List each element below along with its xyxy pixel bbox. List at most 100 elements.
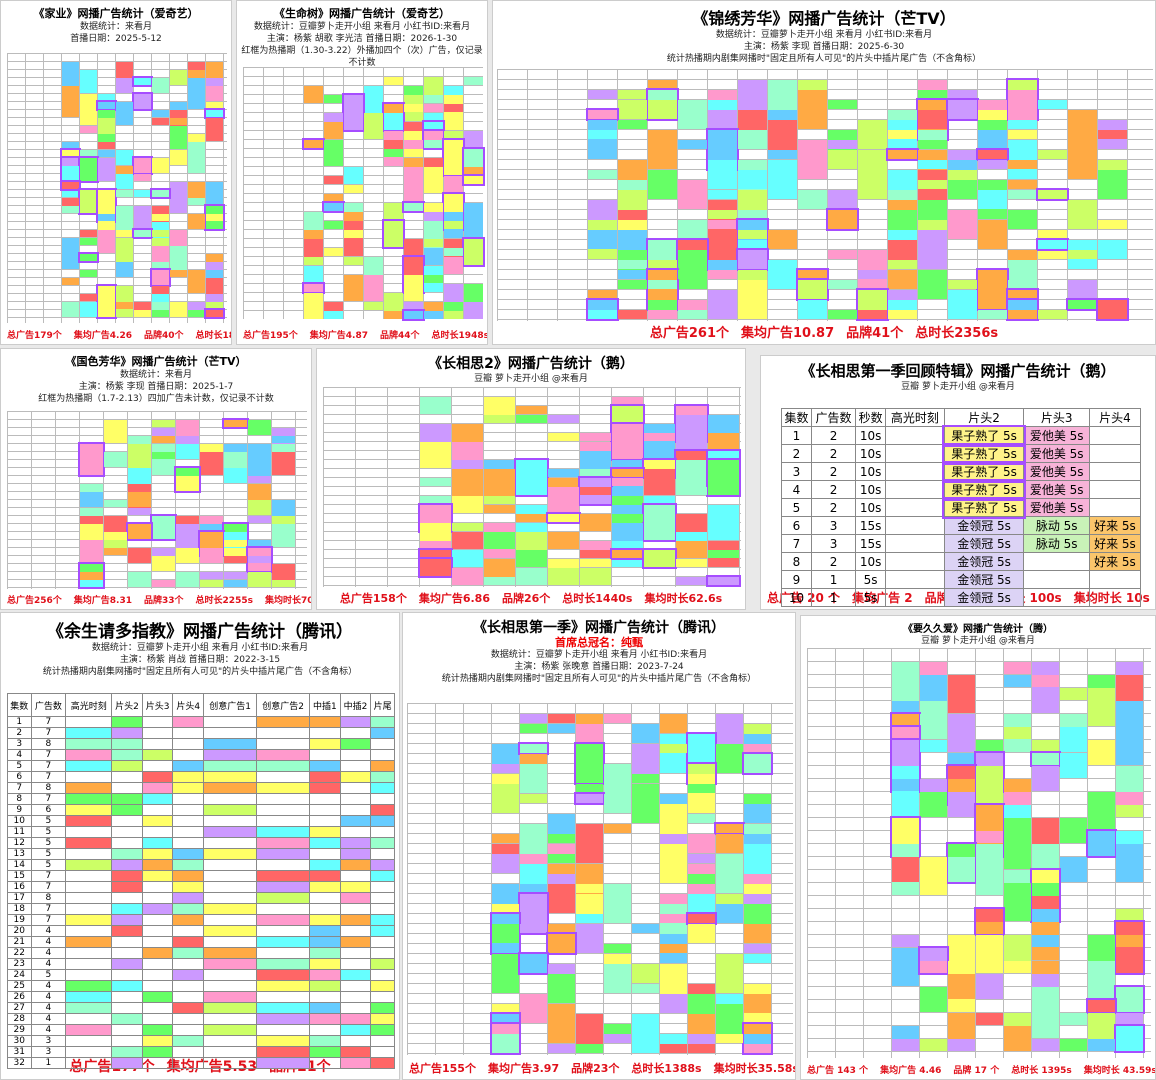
- table-cell: 3: [810, 516, 857, 535]
- table-cell: [111, 1057, 143, 1069]
- ad-block: [580, 469, 611, 477]
- table-cell: [172, 881, 205, 893]
- table-cell: [309, 760, 341, 772]
- table-cell: [370, 738, 395, 750]
- table-cell: 果子熟了 5s: [942, 442, 1026, 465]
- table-cell: [309, 727, 341, 739]
- table-row: 18 7: [7, 903, 395, 915]
- ad-block: [80, 150, 97, 157]
- table-cell: 5: [30, 815, 67, 827]
- title-text: 《长相思2》网播广告统计: [428, 356, 592, 372]
- ad-block: [768, 260, 797, 289]
- ad-block: [150, 188, 171, 199]
- ad-block: [588, 290, 617, 299]
- ad-block: [660, 734, 687, 773]
- ad-block: [1116, 844, 1143, 882]
- table-cell: [111, 1035, 143, 1047]
- ad-block: [514, 458, 549, 497]
- ad-block: [170, 246, 187, 277]
- panel-title: 《锦绣芳华》网播广告统计（芒TV）: [493, 1, 1155, 29]
- ad-block: [248, 572, 271, 587]
- ad-block: [660, 744, 687, 753]
- table-cell: [309, 837, 341, 849]
- table-cell: [141, 1046, 174, 1058]
- ad-block: [618, 100, 647, 119]
- ad-block: [588, 90, 617, 99]
- ad-block: [516, 568, 547, 585]
- column-header: 片头2: [111, 693, 143, 717]
- ad-block: [492, 764, 519, 773]
- table-cell: [111, 837, 143, 849]
- table-cell: [339, 1046, 372, 1058]
- summary-item: 集均广告8.31: [73, 596, 133, 606]
- table-cell: [111, 1046, 143, 1058]
- table-cell: [256, 903, 311, 915]
- title-text: 《生命树》网播广告统计: [274, 7, 395, 20]
- table-cell: [885, 498, 945, 517]
- table-cell: [111, 1024, 143, 1036]
- meta-line: 统计热播期内剧集网播时"固定且所有人可见"的片头中插片尾广告（不含角标）: [42, 667, 358, 677]
- ad-block: [324, 140, 343, 166]
- table-cell: 1: [810, 588, 857, 607]
- table-cell: 21: [7, 936, 32, 948]
- table-cell: [111, 947, 143, 959]
- table-cell: [1023, 588, 1090, 607]
- ad-block: [548, 724, 575, 733]
- table-cell: [203, 837, 258, 849]
- ad-block: [678, 180, 707, 209]
- panel-title: 《要久久爱》网播广告统计（腾）: [801, 616, 1155, 635]
- summary-item: 集均广告4.87: [309, 331, 369, 341]
- ad-block: [548, 577, 579, 585]
- ad-block: [104, 452, 127, 467]
- ad-block: [888, 130, 917, 139]
- summary-item: 集均时长62.6s: [644, 592, 723, 605]
- table-cell: [172, 804, 205, 816]
- table-row: 28 4: [7, 1013, 395, 1025]
- ad-block: [888, 260, 917, 269]
- summary-item: 总广告256个: [7, 596, 62, 606]
- table-cell: [309, 1035, 341, 1047]
- table-cell: 4: [7, 749, 32, 761]
- table-cell: [141, 1035, 174, 1047]
- ad-block: [152, 118, 169, 125]
- ad-block: [188, 142, 205, 173]
- ad-block: [948, 792, 975, 817]
- table-cell: [885, 534, 945, 553]
- table-cell: [172, 771, 205, 783]
- ad-block: [464, 203, 483, 238]
- ad-block: [1116, 714, 1143, 765]
- ad-block: [80, 126, 97, 133]
- ad-block: [796, 268, 829, 281]
- ad-block: [644, 469, 675, 495]
- table-cell: [203, 870, 258, 882]
- ad-block: [80, 230, 97, 237]
- table-cell: 10s: [855, 426, 887, 445]
- ad-block: [976, 268, 1009, 311]
- ad-block: [948, 857, 975, 882]
- summary-item: 品牌 17 个: [953, 1066, 1000, 1076]
- table-cell: 9: [7, 804, 32, 816]
- ad-block: [116, 102, 133, 125]
- ad-block: [676, 541, 707, 558]
- table-cell: [256, 947, 311, 959]
- platform: （腾讯）: [669, 620, 725, 636]
- table-cell: [111, 727, 143, 739]
- ad-block: [170, 182, 187, 213]
- ad-block: [948, 180, 977, 199]
- ad-block: [716, 904, 743, 923]
- title-text: 《家业》网播广告统计: [33, 7, 144, 20]
- ad-block: [116, 174, 133, 189]
- table-cell: [309, 881, 341, 893]
- header-row: 集数 广告数 秒数 高光时刻 片头2 片头3 片头4: [781, 408, 1142, 427]
- table-cell: [309, 1013, 341, 1025]
- ad-block: [918, 110, 947, 129]
- table-cell: [339, 980, 372, 992]
- ad-block: [304, 266, 323, 301]
- panel-title: 《余生请多指教》网播广告统计（腾讯）: [1, 613, 399, 642]
- table-cell: [172, 1057, 205, 1069]
- ad-block: [580, 550, 611, 558]
- ad-block: [576, 924, 603, 953]
- table-cell: [172, 1035, 205, 1047]
- table-cell: [203, 1035, 258, 1047]
